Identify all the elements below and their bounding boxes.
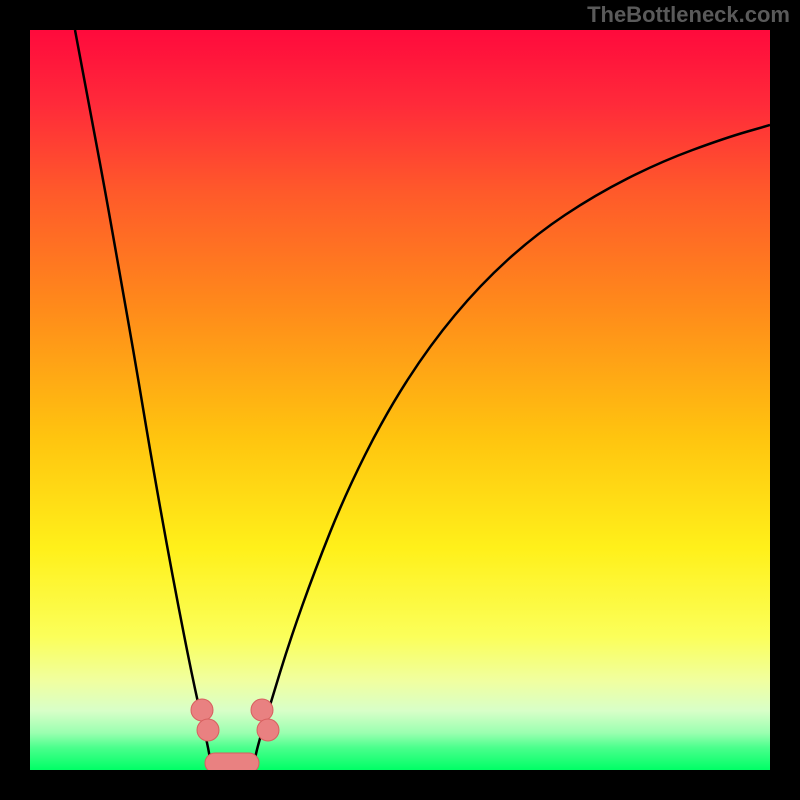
watermark-text: TheBottleneck.com [587,2,790,28]
plot-area [30,30,770,770]
gradient-background [30,30,770,770]
chart-container: TheBottleneck.com [0,0,800,800]
